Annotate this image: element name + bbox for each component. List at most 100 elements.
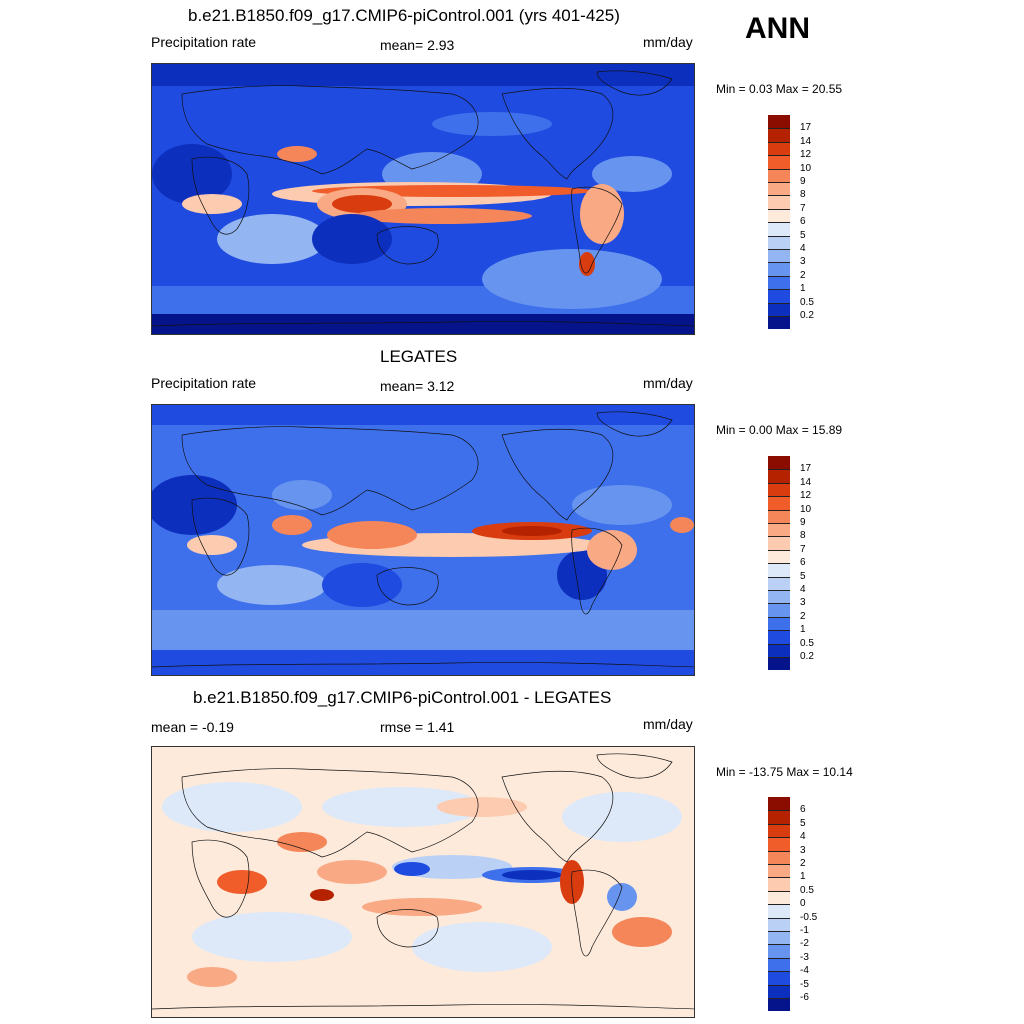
- colorbar-swatch: [768, 944, 790, 958]
- colorbar-swatch: [768, 630, 790, 644]
- colorbar-tick-label: 12: [800, 490, 812, 502]
- colorbar-tick-label: 9: [800, 517, 806, 528]
- colorbar-tick-label: 3: [800, 597, 806, 609]
- colorbar-swatch: [768, 262, 790, 276]
- colorbar-swatch: [768, 643, 790, 657]
- colorbar-tick-label: 5: [800, 817, 806, 829]
- colorbar-swatch: [768, 823, 790, 838]
- panel2-mean-label: mean= 3.12: [380, 378, 455, 394]
- colorbar-swatch: [768, 536, 790, 550]
- panel1-map: [151, 63, 695, 335]
- colorbar-tick-label: 7: [800, 543, 806, 555]
- panel3-rmse-label: rmse = 1.41: [380, 719, 455, 735]
- colorbar-swatch: [768, 482, 790, 497]
- colorbar-tick-label: -5: [800, 978, 809, 990]
- colorbar-swatch: [768, 456, 790, 470]
- panel2-units-label: mm/day: [643, 375, 693, 391]
- colorbar-tick-label: -6: [800, 992, 809, 1003]
- colorbar-swatch: [768, 155, 790, 169]
- colorbar-swatch: [768, 275, 790, 290]
- colorbar-swatch: [768, 810, 790, 824]
- colorbar-tick-label: 1: [800, 624, 806, 636]
- colorbar-swatch: [768, 931, 790, 945]
- colorbar-swatch: [768, 877, 790, 891]
- colorbar-swatch: [768, 971, 790, 985]
- panel1-units-label: mm/day: [643, 34, 693, 50]
- colorbar-tick-label: 10: [800, 162, 812, 174]
- colorbar-tick-label: 17: [800, 122, 812, 134]
- colorbar-swatch: [768, 984, 790, 998]
- colorbar-swatch: [768, 917, 790, 931]
- colorbar-swatch: [768, 302, 790, 316]
- colorbar-tick-label: 6: [800, 216, 806, 228]
- colorbar-tick-label: 5: [800, 229, 806, 241]
- colorbar-tick-label: 0.5: [800, 296, 814, 308]
- colorbar-swatch: [768, 469, 790, 483]
- colorbar-tick-label: 17: [800, 463, 812, 475]
- colorbar-tick-label: 10: [800, 503, 812, 515]
- panel2-map: [151, 404, 695, 676]
- colorbar-swatch: [768, 549, 790, 564]
- colorbar-tick-label: 9: [800, 176, 806, 187]
- colorbar-tick-label: 6: [800, 557, 806, 569]
- colorbar-tick-label: 3: [800, 256, 806, 268]
- colorbar-tick-label: -3: [800, 951, 809, 963]
- panel3-map-svg: [152, 747, 694, 1017]
- colorbar-tick-label: 2: [800, 269, 806, 281]
- panel3-mean-label: mean = -0.19: [151, 719, 234, 735]
- colorbar-tick-label: -2: [800, 938, 809, 950]
- colorbar-tick-label: 0.2: [800, 651, 814, 662]
- colorbar-swatch: [768, 289, 790, 303]
- colorbar-swatch: [768, 850, 790, 864]
- colorbar-swatch: [768, 128, 790, 142]
- panel3-minmax: Min = -13.75 Max = 10.14: [716, 765, 853, 779]
- colorbar-swatch: [768, 590, 790, 604]
- colorbar-swatch: [768, 616, 790, 631]
- panel3-units-label: mm/day: [643, 716, 693, 732]
- colorbar-tick-label: 8: [800, 530, 806, 542]
- colorbar-tick-label: 14: [800, 476, 812, 488]
- colorbar-swatch: [768, 998, 790, 1012]
- colorbar-tick-label: 2: [800, 610, 806, 622]
- colorbar-swatch: [768, 904, 790, 918]
- colorbar-swatch: [768, 657, 790, 671]
- colorbar-tick-label: 12: [800, 149, 812, 161]
- colorbar-swatch: [768, 957, 790, 972]
- panel1-map-svg: [152, 64, 694, 334]
- colorbar-tick-label: 0: [800, 898, 806, 910]
- panel2-left-label: Precipitation rate: [151, 375, 257, 391]
- colorbar-swatch: [768, 603, 790, 617]
- colorbar-swatch: [768, 864, 790, 878]
- colorbar-tick-label: 0.2: [800, 310, 814, 321]
- colorbar-tick-label: -4: [800, 965, 809, 977]
- colorbar-tick-label: 1: [800, 871, 806, 883]
- colorbar-swatch: [768, 496, 790, 510]
- colorbar-swatch: [768, 509, 790, 523]
- panel3-title: b.e21.B1850.f09_g17.CMIP6-piControl.001 …: [193, 688, 612, 707]
- colorbar-swatch: [768, 316, 790, 330]
- colorbar-tick-label: 3: [800, 844, 806, 856]
- colorbar-tick-label: 2: [800, 858, 806, 869]
- colorbar-swatch: [768, 576, 790, 590]
- panel3-map: [151, 746, 695, 1018]
- colorbar-tick-label: 4: [800, 831, 806, 843]
- colorbar-swatch: [768, 115, 790, 129]
- colorbar-swatch: [768, 249, 790, 263]
- colorbar-tick-label: 7: [800, 202, 806, 214]
- panel1-title: b.e21.B1850.f09_g17.CMIP6-piControl.001 …: [188, 6, 620, 25]
- colorbar-tick-label: 6: [800, 804, 806, 816]
- colorbar-swatch: [768, 837, 790, 851]
- panel2-title: LEGATES: [380, 347, 458, 366]
- colorbar-tick-label: 1: [800, 283, 806, 295]
- colorbar-swatch: [768, 182, 790, 196]
- colorbar-tick-label: 8: [800, 189, 806, 201]
- colorbar-tick-label: 4: [800, 584, 806, 595]
- colorbar-tick-label: 0.5: [800, 884, 814, 896]
- colorbar-swatch: [768, 141, 790, 156]
- colorbar-tick-label: -0.5: [800, 911, 818, 923]
- colorbar-swatch: [768, 195, 790, 209]
- colorbar-tick-label: 4: [800, 243, 806, 254]
- colorbar-tick-label: -1: [800, 925, 809, 936]
- colorbar-tick-label: 5: [800, 570, 806, 582]
- panel2-minmax: Min = 0.00 Max = 15.89: [716, 423, 843, 437]
